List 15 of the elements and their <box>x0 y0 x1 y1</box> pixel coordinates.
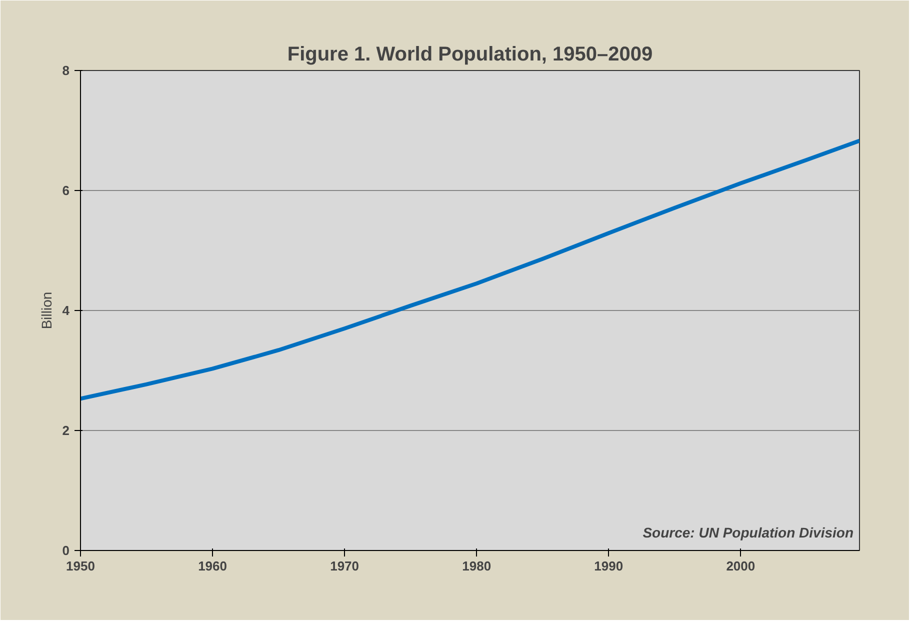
y-tick-label: 0 <box>62 543 70 558</box>
x-tick-label: 1970 <box>330 558 360 574</box>
x-tick-label: 1990 <box>594 558 624 574</box>
x-tick-label: 1960 <box>198 558 227 574</box>
y-tick-label: 2 <box>62 423 70 438</box>
chart-title: Figure 1. World Population, 1950–2009 <box>287 44 653 66</box>
annotation: Source: UN Population Division <box>642 524 854 540</box>
x-tick-label: 2000 <box>726 558 756 574</box>
y-axis-title: Billion <box>38 292 54 330</box>
x-tick-label: 1980 <box>462 558 492 574</box>
line-series <box>80 138 860 401</box>
y-tick-label: 6 <box>62 183 70 198</box>
y-tick-label: 4 <box>62 303 70 318</box>
y-tick-label: 8 <box>62 63 70 78</box>
x-tick-label: 1950 <box>66 558 95 574</box>
